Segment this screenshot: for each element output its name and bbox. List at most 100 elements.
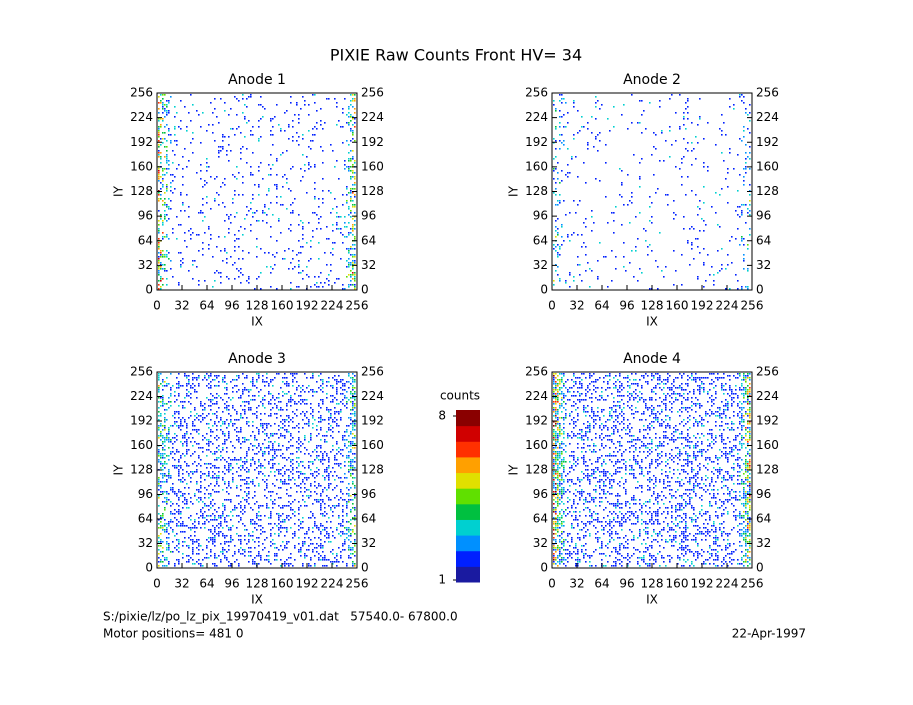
speckle	[567, 389, 569, 391]
speckle	[162, 138, 164, 140]
speckle	[318, 537, 320, 539]
speckle	[240, 465, 242, 467]
speckle	[284, 421, 286, 423]
speckle	[673, 200, 675, 202]
speckle	[344, 445, 346, 447]
speckle	[621, 170, 623, 172]
speckle	[190, 527, 192, 529]
speckle	[266, 483, 268, 485]
speckle	[286, 469, 288, 471]
speckle	[158, 561, 160, 563]
speckle	[555, 437, 557, 439]
speckle	[310, 559, 312, 561]
speckle	[312, 236, 314, 238]
speckle	[581, 280, 583, 282]
speckle	[278, 515, 280, 517]
speckle	[581, 493, 583, 495]
speckle	[559, 491, 561, 493]
speckle	[254, 413, 256, 415]
speckle	[232, 467, 234, 469]
speckle	[567, 433, 569, 435]
speckle	[174, 517, 176, 519]
speckle	[214, 563, 216, 565]
speckle	[190, 415, 192, 417]
speckle	[318, 527, 320, 529]
speckle	[308, 495, 310, 497]
speckle	[344, 473, 346, 475]
speckle	[577, 559, 579, 561]
speckle	[557, 244, 559, 246]
speckle	[192, 445, 194, 447]
speckle	[256, 501, 258, 503]
speckle	[236, 379, 238, 381]
speckle	[322, 455, 324, 457]
speckle	[575, 421, 577, 423]
speckle	[158, 549, 160, 551]
speckle	[697, 238, 699, 240]
speckle	[278, 449, 280, 451]
speckle	[230, 256, 232, 258]
speckle	[166, 463, 168, 465]
speckle	[208, 445, 210, 447]
speckle	[242, 258, 244, 260]
speckle	[186, 423, 188, 425]
speckle	[292, 453, 294, 455]
speckle	[553, 527, 555, 529]
speckle	[264, 395, 266, 397]
speckle	[260, 104, 262, 106]
speckle	[160, 461, 162, 463]
speckle	[270, 154, 272, 156]
speckle	[575, 559, 577, 561]
speckle	[194, 535, 196, 537]
speckle	[575, 377, 577, 379]
speckle	[745, 166, 747, 168]
speckle	[336, 391, 338, 393]
speckle	[555, 521, 557, 523]
speckle	[599, 242, 601, 244]
speckle	[336, 449, 338, 451]
y-tick-label: 96	[533, 209, 548, 223]
speckle	[288, 425, 290, 427]
speckle	[192, 539, 194, 541]
speckle	[162, 98, 164, 100]
speckle	[344, 543, 346, 545]
speckle	[262, 423, 264, 425]
speckle	[180, 266, 182, 268]
speckle	[348, 529, 350, 531]
speckle	[158, 272, 160, 274]
speckle	[342, 509, 344, 511]
speckle	[348, 465, 350, 467]
speckle	[555, 493, 557, 495]
speckle	[168, 433, 170, 435]
speckle	[196, 489, 198, 491]
speckle	[350, 519, 352, 521]
speckle	[559, 194, 561, 196]
speckle	[328, 238, 330, 240]
speckle	[274, 403, 276, 405]
speckle	[172, 276, 174, 278]
speckle	[573, 511, 575, 513]
speckle	[186, 449, 188, 451]
speckle	[324, 439, 326, 441]
speckle	[286, 415, 288, 417]
speckle	[350, 443, 352, 445]
speckle	[653, 146, 655, 148]
speckle	[196, 266, 198, 268]
speckle	[575, 461, 577, 463]
speckle	[254, 469, 256, 471]
speckle	[264, 459, 266, 461]
speckle	[226, 419, 228, 421]
speckle	[336, 529, 338, 531]
speckle	[248, 503, 250, 505]
speckle	[569, 172, 571, 174]
speckle	[563, 493, 565, 495]
speckle	[300, 395, 302, 397]
speckle	[206, 449, 208, 451]
speckle	[208, 228, 210, 230]
speckle	[322, 190, 324, 192]
speckle	[260, 525, 262, 527]
speckle	[340, 228, 342, 230]
speckle	[561, 559, 563, 561]
speckle	[559, 379, 561, 381]
speckle	[170, 405, 172, 407]
